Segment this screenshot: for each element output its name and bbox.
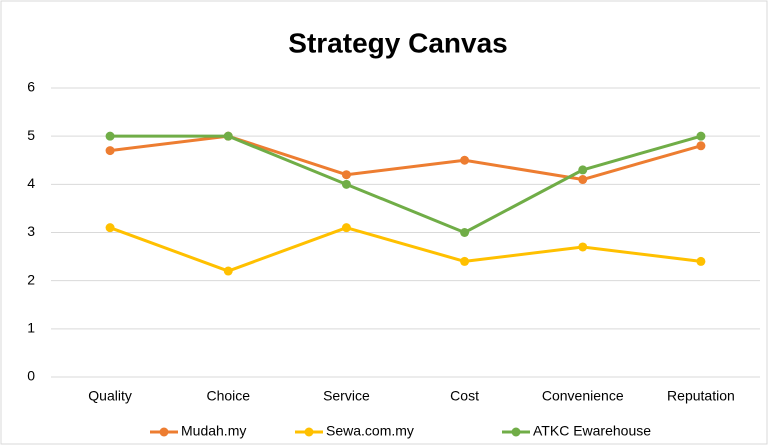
legend-label: Mudah.my: [181, 423, 246, 439]
data-point: [696, 131, 706, 141]
data-point: [341, 170, 351, 180]
series-line: [109, 226, 702, 273]
y-tick-label: 2: [27, 271, 35, 287]
legend-label: ATKC Ewarehouse: [533, 423, 651, 439]
data-point: [578, 175, 588, 185]
legend-marker: [159, 427, 169, 437]
data-point: [223, 266, 233, 276]
data-point: [460, 228, 470, 237]
x-tick-label: Convenience: [542, 388, 624, 404]
y-tick-label: 1: [27, 320, 35, 336]
legend-label: Sewa.com.my: [326, 423, 414, 439]
x-tick-label: Quality: [88, 388, 132, 404]
data-point: [696, 141, 706, 151]
x-tick-label: Service: [323, 388, 370, 404]
data-point: [223, 131, 233, 141]
data-point: [105, 131, 115, 141]
data-point: [460, 256, 470, 266]
data-point: [578, 165, 588, 175]
y-tick-label: 5: [27, 127, 35, 143]
y-tick-label: 4: [27, 175, 35, 191]
x-tick-label: Cost: [450, 388, 479, 404]
y-tick-label: 6: [27, 79, 35, 95]
x-tick-label: Reputation: [667, 388, 735, 404]
data-point: [696, 256, 706, 266]
y-tick-label: 0: [27, 368, 35, 384]
x-tick-label: Choice: [206, 388, 250, 404]
legend-marker: [511, 427, 521, 437]
series-line: [109, 134, 702, 182]
data-point: [341, 223, 351, 233]
data-point: [578, 242, 588, 252]
data-point: [105, 146, 115, 156]
y-tick-label: 3: [27, 223, 35, 239]
data-point: [341, 179, 351, 189]
legend-marker: [304, 427, 314, 437]
chart-title: Strategy Canvas: [288, 27, 507, 58]
data-point: [105, 223, 115, 233]
data-point: [460, 155, 470, 165]
series-line: [110, 134, 702, 234]
